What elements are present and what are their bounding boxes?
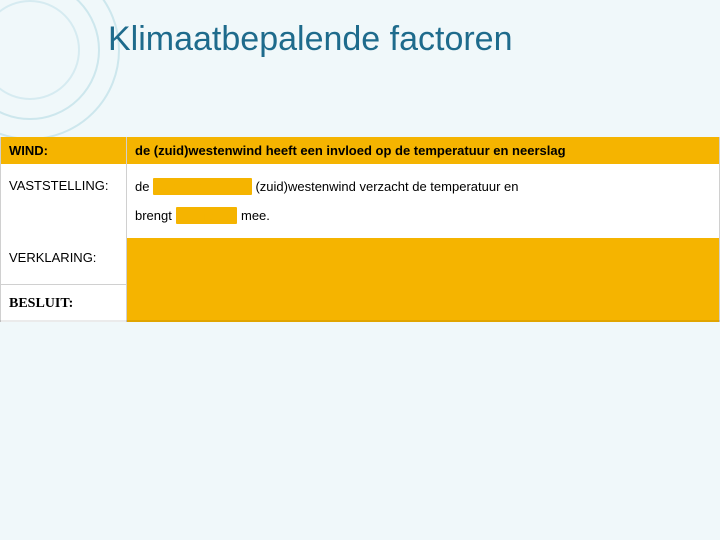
row-wind-header: WIND: de (zuid)westenwind heeft een invl… (1, 137, 720, 164)
masked-word-2: neerslag (176, 207, 238, 224)
content-table: WIND: de (zuid)westenwind heeft een invl… (0, 137, 720, 322)
masked-word-1: overheersende (153, 178, 252, 195)
slide-title: Klimaatbepalende factoren (0, 0, 720, 59)
row-besluit: BESLUIT: (1, 284, 720, 322)
vast-line1-pre: de (135, 179, 149, 194)
vaststelling-label: VASTSTELLING: (9, 178, 108, 193)
vast-line2-pre: brengt (135, 208, 172, 223)
verklaring-masked-block (127, 238, 720, 284)
vast-line2-post: mee. (241, 208, 270, 223)
wind-text: de (zuid)westenwind heeft een invloed op… (135, 143, 566, 158)
table-bottom-border (0, 320, 720, 322)
verklaring-label: VERKLARING: (9, 250, 96, 265)
vast-line1-post: (zuid)westenwind verzacht de temperatuur… (255, 179, 518, 194)
row-vaststelling-1: VASTSTELLING: de overheersende (zuid)wes… (1, 164, 720, 201)
row-verklaring: VERKLARING: (1, 238, 720, 284)
wind-label: WIND: (9, 143, 48, 158)
besluit-label: BESLUIT: (9, 296, 73, 311)
row-vaststelling-2: brengt neerslag mee. (1, 201, 720, 238)
besluit-masked-block (127, 284, 720, 322)
